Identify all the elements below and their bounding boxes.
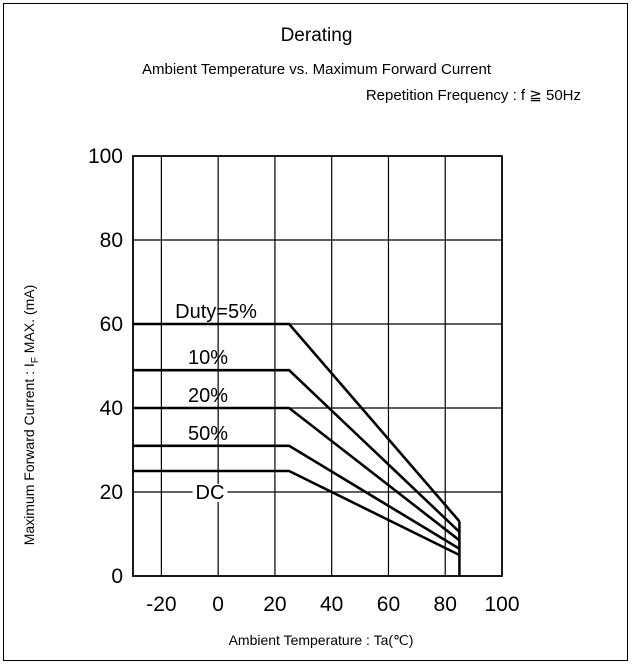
x-axis-title: Ambient Temperature : Ta(℃) bbox=[229, 632, 414, 648]
dc-label-background bbox=[192, 484, 228, 502]
y-axis-title-tail: MAX. (mA) bbox=[21, 285, 37, 357]
series-line-3 bbox=[133, 444, 461, 550]
series-labels: Duty=5% 10% 20% 50% DC bbox=[175, 301, 257, 504]
y-axis-title-subscript: F bbox=[30, 357, 41, 363]
x-tick-label: 40 bbox=[320, 593, 343, 616]
series-line-4 bbox=[133, 469, 460, 557]
x-tick-label: 60 bbox=[377, 593, 400, 616]
y-tick-label: 20 bbox=[100, 481, 123, 504]
condition-note: Repetition Frequency : f ≧ 50Hz bbox=[365, 87, 581, 104]
plot-border bbox=[132, 155, 503, 577]
series-line-0 bbox=[133, 322, 461, 523]
y-axis-title: Maximum Forward Current : IF MAX. (mA) bbox=[21, 285, 41, 546]
x-tick-label: 0 bbox=[212, 593, 224, 616]
y-axis-title-main: Maximum Forward Current : I bbox=[21, 363, 37, 545]
series-line-2 bbox=[133, 406, 461, 542]
series-label-4: DC bbox=[196, 482, 225, 504]
y-tick-labels: 0 20 40 60 80 100 bbox=[88, 145, 123, 588]
y-tick-label: 60 bbox=[100, 313, 123, 336]
series-lines bbox=[133, 322, 461, 557]
chart-frame bbox=[3, 3, 628, 661]
x-tick-label: -20 bbox=[146, 593, 176, 616]
x-tick-label: 100 bbox=[484, 593, 519, 616]
y-tick-label: 40 bbox=[100, 397, 123, 420]
series-line-1 bbox=[133, 368, 461, 533]
x-tick-labels: -20 0 20 40 60 80 100 bbox=[146, 593, 519, 616]
x-tick-label: 80 bbox=[434, 593, 457, 616]
y-tick-label: 100 bbox=[88, 145, 123, 168]
series-label-0: Duty=5% bbox=[175, 301, 257, 323]
series-label-2: 20% bbox=[188, 385, 228, 407]
x-tick-label: 20 bbox=[263, 593, 286, 616]
y-tick-label: 0 bbox=[111, 565, 123, 588]
series-label-1: 10% bbox=[188, 347, 228, 369]
y-tick-label: 80 bbox=[100, 229, 123, 252]
chart-subtitle: Ambient Temperature vs. Maximum Forward … bbox=[142, 61, 491, 78]
chart-title: Derating bbox=[280, 25, 353, 46]
series-label-3: 50% bbox=[188, 423, 228, 445]
